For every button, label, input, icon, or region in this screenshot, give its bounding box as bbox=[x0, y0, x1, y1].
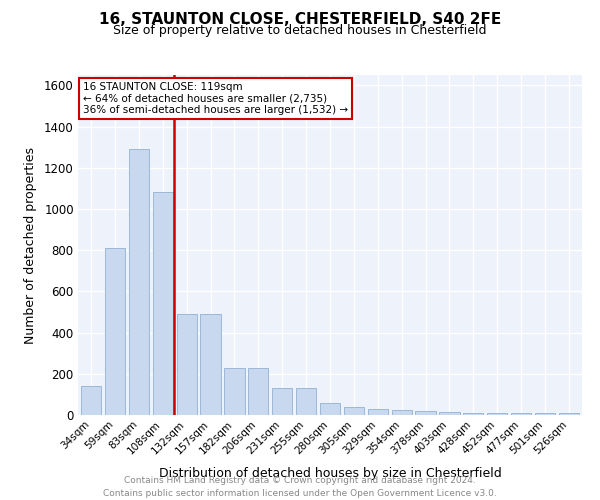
Bar bbox=[559, 413, 579, 415]
Bar bbox=[415, 411, 436, 415]
Text: Size of property relative to detached houses in Chesterfield: Size of property relative to detached ho… bbox=[113, 24, 487, 37]
Bar bbox=[511, 413, 531, 415]
Text: Contains HM Land Registry data © Crown copyright and database right 2024.
Contai: Contains HM Land Registry data © Crown c… bbox=[103, 476, 497, 498]
Bar bbox=[487, 413, 508, 415]
Bar bbox=[248, 368, 268, 415]
Bar bbox=[320, 402, 340, 415]
Y-axis label: Number of detached properties: Number of detached properties bbox=[24, 146, 37, 344]
Bar bbox=[439, 412, 460, 415]
Bar bbox=[368, 409, 388, 415]
Bar bbox=[129, 149, 149, 415]
X-axis label: Distribution of detached houses by size in Chesterfield: Distribution of detached houses by size … bbox=[158, 467, 502, 480]
Bar bbox=[224, 368, 245, 415]
Bar bbox=[200, 314, 221, 415]
Bar bbox=[81, 386, 101, 415]
Bar bbox=[176, 314, 197, 415]
Bar bbox=[296, 388, 316, 415]
Bar bbox=[535, 413, 555, 415]
Bar bbox=[463, 412, 484, 415]
Bar bbox=[105, 248, 125, 415]
Bar bbox=[344, 407, 364, 415]
Text: 16 STAUNTON CLOSE: 119sqm
← 64% of detached houses are smaller (2,735)
36% of se: 16 STAUNTON CLOSE: 119sqm ← 64% of detac… bbox=[83, 82, 348, 115]
Bar bbox=[392, 410, 412, 415]
Bar bbox=[152, 192, 173, 415]
Text: 16, STAUNTON CLOSE, CHESTERFIELD, S40 2FE: 16, STAUNTON CLOSE, CHESTERFIELD, S40 2F… bbox=[99, 12, 501, 28]
Bar bbox=[272, 388, 292, 415]
